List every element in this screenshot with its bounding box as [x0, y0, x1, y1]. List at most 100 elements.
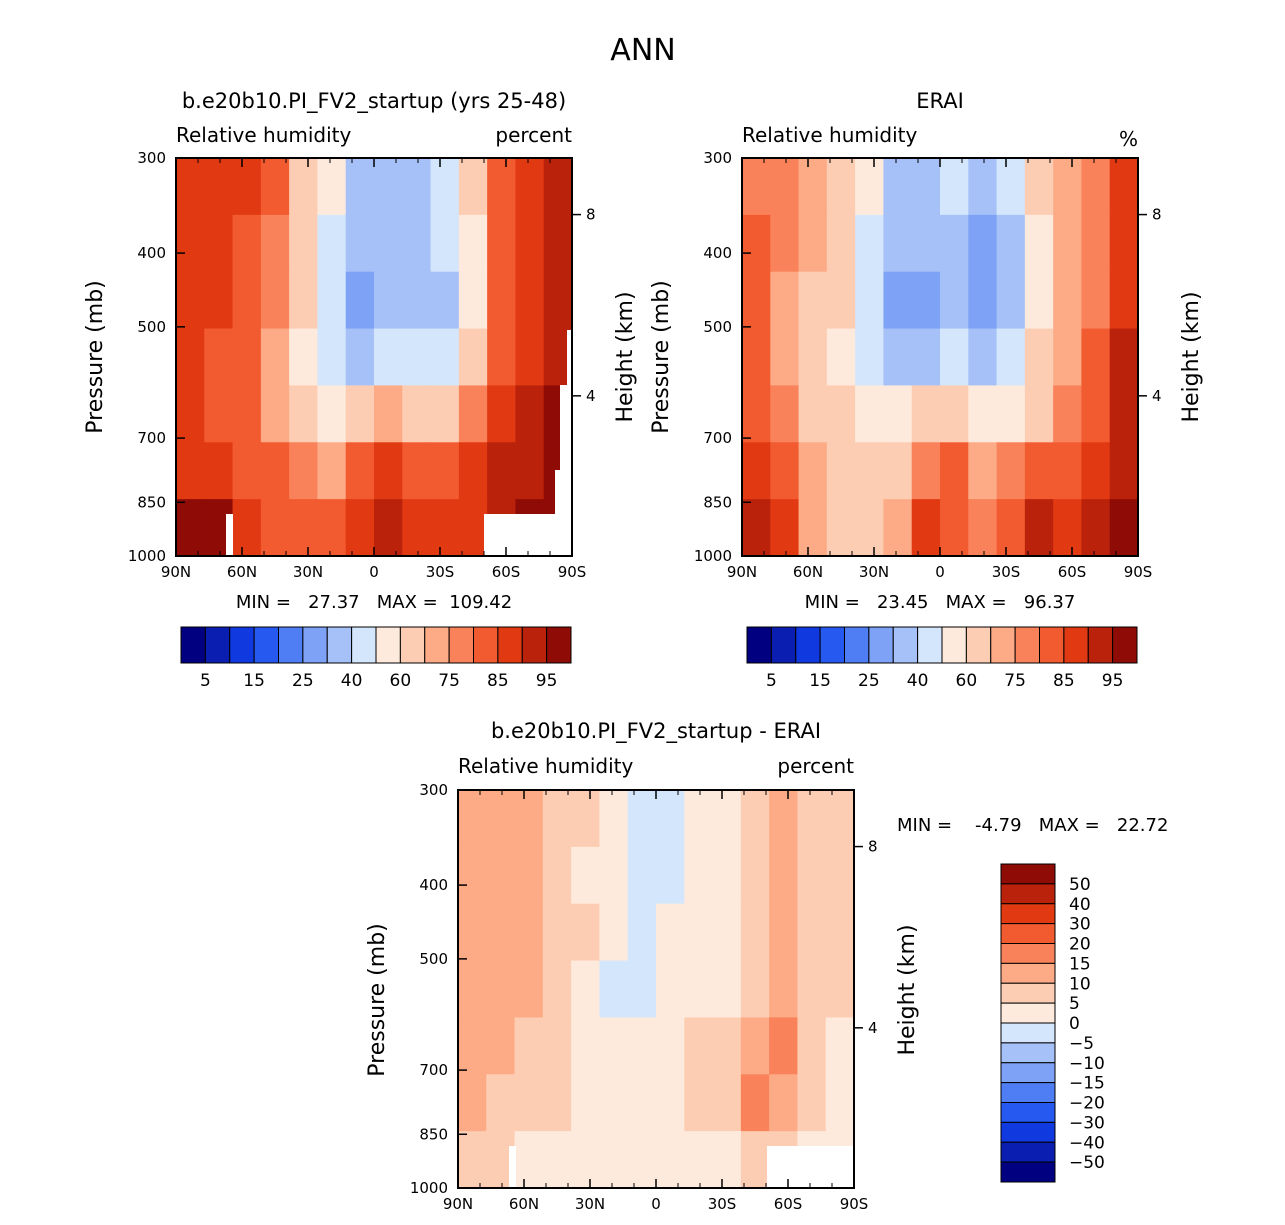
heatmap-cell — [515, 214, 545, 273]
y-tick-label: 500 — [419, 950, 448, 968]
heatmap-cell — [374, 214, 403, 273]
heatmap-cell — [374, 385, 403, 443]
variable-label: Relative humidity — [176, 123, 351, 147]
panel-title: ERAI — [916, 89, 964, 113]
colorbar-swatch — [546, 626, 572, 664]
heatmap-cell — [204, 158, 234, 216]
heatmap-cell — [940, 442, 969, 500]
heatmap-cell — [176, 158, 205, 216]
heatmap-cell — [571, 1017, 601, 1075]
min-max-stats: MIN = 23.45 MAX = 96.37 — [805, 592, 1076, 613]
heatmap-cell — [289, 328, 319, 387]
heatmap-cell — [458, 271, 488, 330]
colorbar-label: 75 — [1004, 671, 1026, 691]
missing-data-mask — [567, 330, 572, 385]
heatmap-cell — [712, 790, 742, 848]
heatmap-cell — [656, 1131, 685, 1188]
heatmap-cell — [317, 158, 347, 216]
heatmap-cell — [289, 158, 319, 216]
heatmap-cell — [968, 442, 998, 500]
heatmap-cell — [402, 385, 432, 443]
colorbar-label: 95 — [536, 671, 558, 691]
y2-tick-label: 8 — [1152, 206, 1162, 224]
colorbar-label: 40 — [341, 671, 363, 691]
heatmap-cell — [176, 499, 205, 556]
heatmap-cell — [1081, 442, 1111, 500]
heatmap-cell — [883, 214, 913, 273]
heatmap-cell — [571, 903, 601, 962]
heatmap-cell — [458, 385, 488, 443]
heatmap-cell — [260, 214, 290, 273]
heatmap-cell — [458, 1074, 487, 1132]
heatmap-cell — [940, 271, 969, 330]
heatmap-cell — [742, 385, 771, 443]
heatmap-cell — [571, 1074, 601, 1132]
heatmap-cell — [656, 903, 685, 962]
y-tick-label: 500 — [703, 318, 732, 336]
heatmap-cell — [1024, 442, 1054, 500]
heatmap-cells — [458, 790, 854, 1188]
colorbar-swatch — [1000, 1161, 1056, 1183]
colorbar-label: 15 — [809, 671, 831, 691]
heatmap-cell — [232, 328, 262, 387]
heatmap-cell — [826, 385, 856, 443]
heatmap-cell — [712, 1017, 742, 1075]
heatmap-cell — [855, 499, 885, 556]
heatmap-cell — [684, 846, 714, 905]
colorbar-swatch — [1000, 1102, 1056, 1123]
heatmap-cell — [1024, 158, 1054, 216]
heatmap-cell — [514, 1131, 544, 1188]
colorbar-label: 75 — [438, 671, 460, 691]
heatmap-cell — [1081, 158, 1111, 216]
heatmap-cell — [883, 271, 913, 330]
colorbar-label: 5 — [766, 671, 777, 691]
heatmap-cell — [769, 790, 799, 848]
colorbar-swatch — [795, 626, 821, 664]
colorbar-swatch — [229, 626, 255, 664]
heatmap-cell — [769, 903, 799, 962]
heatmap-cell — [374, 499, 403, 556]
colorbar-swatch — [448, 626, 474, 664]
y-tick-label: 300 — [703, 149, 732, 167]
heatmap-cell — [911, 385, 941, 443]
colorbar-label: 10 — [1069, 974, 1091, 994]
heatmap-cell — [1109, 271, 1138, 330]
heatmap-cell — [289, 214, 319, 273]
y-tick-label: 850 — [137, 493, 166, 511]
heatmap-cell — [996, 442, 1026, 500]
heatmap-cell — [826, 499, 856, 556]
heatmap-cell — [1081, 271, 1111, 330]
heatmap-cell — [656, 790, 685, 848]
y2-axis-label: Height (km) — [613, 291, 638, 422]
heatmap-cell — [1081, 214, 1111, 273]
heatmap-cell — [204, 328, 234, 387]
heatmap-cell — [770, 271, 800, 330]
heatmap-cell — [430, 442, 460, 500]
heatmap-cell — [345, 214, 375, 273]
colorbar-label: 60 — [956, 671, 978, 691]
heatmap-cell — [515, 271, 545, 330]
heatmap-cell — [345, 158, 375, 216]
x-tick-label: 90N — [161, 563, 191, 581]
heatmap-cell — [515, 158, 545, 216]
colorbar-swatch — [1000, 1002, 1056, 1024]
heatmap-cell — [712, 846, 742, 905]
heatmap-cell — [514, 960, 544, 1019]
heatmap-cell — [458, 1017, 487, 1075]
heatmap-cell — [345, 385, 375, 443]
colorbar-swatch — [424, 626, 450, 664]
heatmap-cell — [1053, 214, 1083, 273]
heatmap-cell — [742, 158, 771, 216]
heatmap-cell — [345, 499, 375, 556]
heatmap-cell — [176, 385, 205, 443]
heatmap-cell — [712, 1131, 742, 1188]
heatmap-cell — [883, 442, 913, 500]
heatmap-cell — [317, 499, 347, 556]
heatmap-cell — [770, 385, 800, 443]
heatmap-cell — [317, 328, 347, 387]
heatmap-cell — [514, 903, 544, 962]
heatmap-cell — [1053, 271, 1083, 330]
heatmap-cell — [599, 960, 629, 1019]
colorbar-swatch — [1000, 1082, 1056, 1103]
colorbar-label: 85 — [1053, 671, 1075, 691]
